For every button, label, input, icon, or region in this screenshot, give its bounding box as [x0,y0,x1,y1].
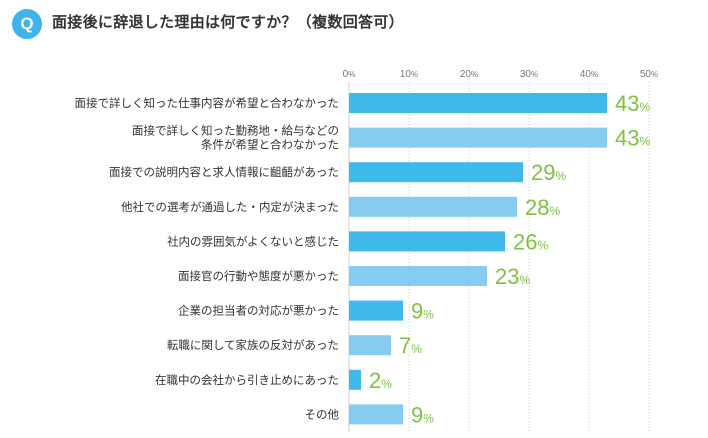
bar [349,335,391,355]
bar-chart: 0% 10% 20% 30% 40% 50% 面接で詳しく知った仕事内容が希望と合わなかった… [0,0,708,438]
category-label: 社内の雰囲気がよくないと感じた [167,234,339,248]
bar [349,162,523,182]
category-label: 面接での説明内容と求人情報に齟齬があった [109,165,339,179]
category-label: 面接で詳しく知った勤務地・給与などの条件が希望と合わなかった [132,124,339,152]
category-label: 転職に関して家族の反対があった [167,338,339,352]
bar [349,301,403,321]
x-tick-label: 10% [400,69,418,80]
value-label: 43% [615,91,650,116]
value-label: 2% [369,368,392,393]
x-tick-label: 40% [580,69,598,80]
category-label: 企業の担当者の対応が悪かった [178,304,339,318]
bar [349,370,361,390]
category-label: 在職中の会社から引き止めにあった [155,373,339,387]
value-label: 43% [615,126,650,151]
value-label: 28% [525,195,560,220]
value-label: 26% [513,229,548,254]
category-label: 面接で詳しく知った仕事内容が希望と合わなかった [75,96,340,110]
bar [349,231,505,251]
bar [349,404,403,424]
category-label: 面接官の行動や態度が悪かった [178,269,339,283]
x-tick-label: 0% [343,69,356,80]
x-tick-label: 30% [520,69,538,80]
category-label: 他社での選考が通過した・内定が決まった [121,200,339,214]
value-label: 29% [531,160,566,185]
value-label: 9% [411,299,434,324]
bar [349,128,607,148]
bar [349,93,607,113]
x-tick-label: 20% [460,69,478,80]
bar [349,197,517,217]
category-label: その他 [305,407,340,421]
value-label: 9% [411,402,434,427]
x-tick-label: 50% [640,69,658,80]
value-label: 23% [495,264,530,289]
bar [349,266,487,286]
value-label: 7% [399,333,422,358]
